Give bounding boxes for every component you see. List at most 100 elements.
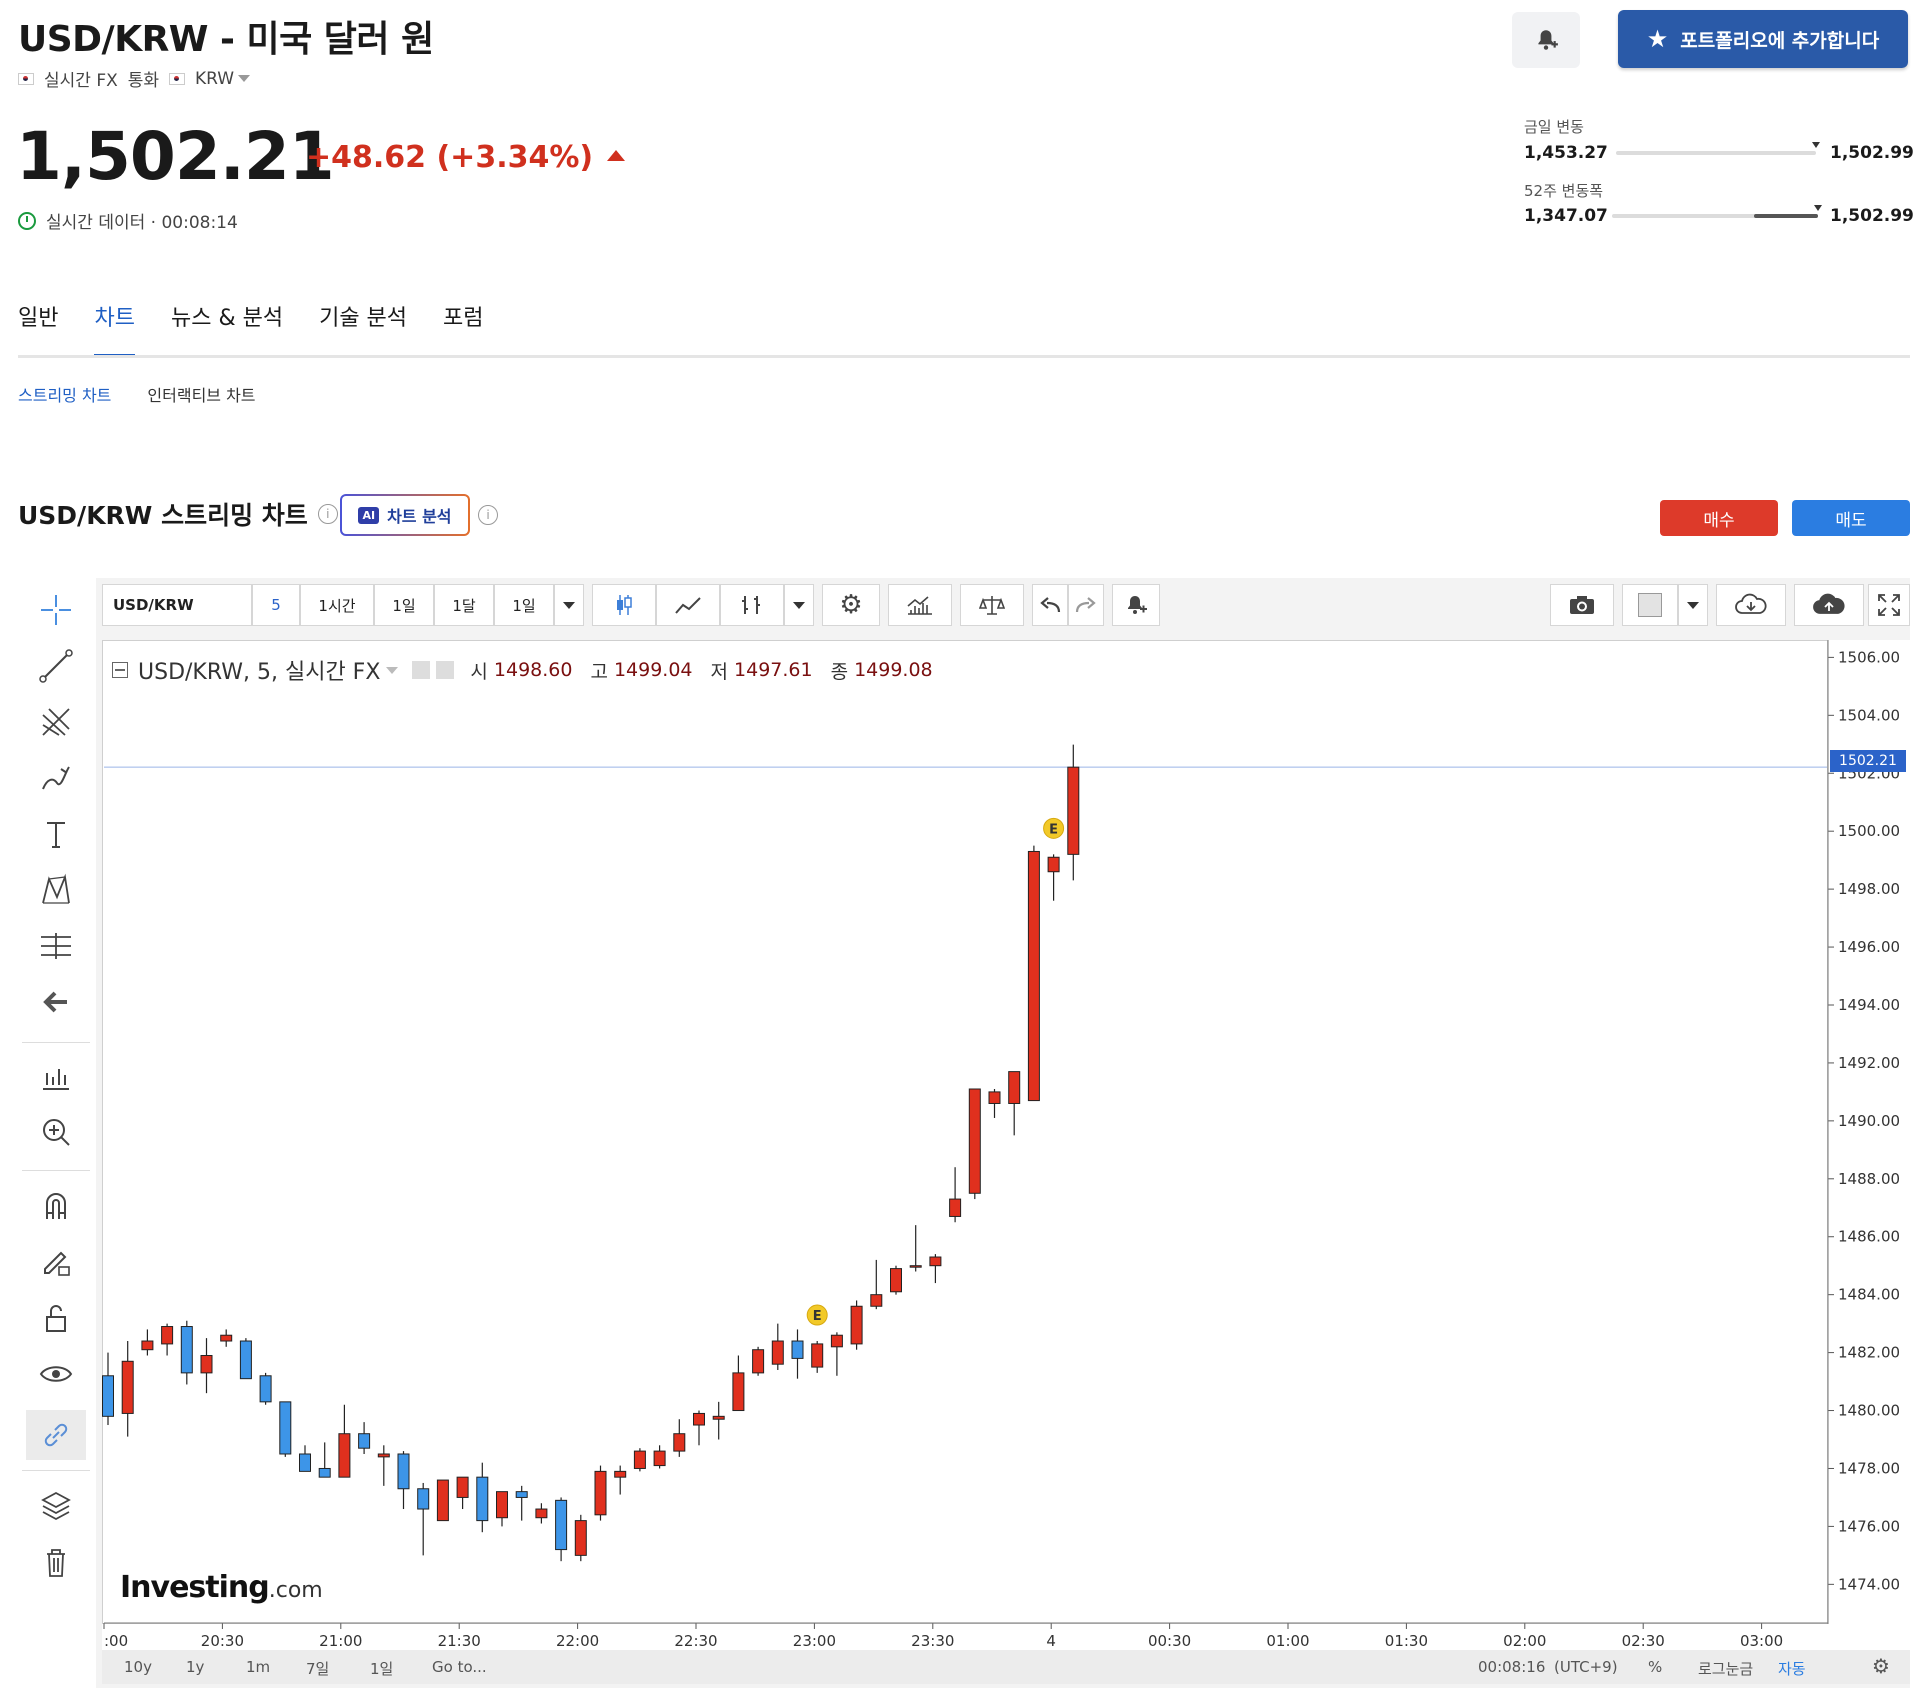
source-label: 실시간 FX bbox=[44, 71, 118, 91]
lock-drawing-icon[interactable] bbox=[36, 1242, 76, 1282]
week52-range-high: 1,502.99 bbox=[1830, 206, 1914, 226]
fullscreen-icon bbox=[1878, 594, 1900, 616]
link-icon[interactable] bbox=[26, 1410, 86, 1460]
zoom-in-icon[interactable] bbox=[36, 1112, 76, 1152]
trend-line-icon[interactable] bbox=[36, 646, 76, 686]
legend-eye-icon[interactable] bbox=[412, 661, 431, 679]
legend-collapse-icon[interactable] bbox=[112, 662, 128, 678]
auto-toggle[interactable]: 자동 bbox=[1778, 1660, 1806, 1678]
studies-button[interactable] bbox=[888, 584, 952, 626]
interval-1h[interactable]: 1시간 bbox=[300, 584, 374, 626]
range-7d[interactable]: 7일 bbox=[306, 1660, 330, 1678]
gear-icon[interactable]: ⚙ bbox=[1872, 1654, 1890, 1678]
earnings-event-label: E bbox=[1049, 822, 1058, 837]
legend-settings-icon[interactable] bbox=[436, 661, 455, 679]
fib-tool-icon[interactable] bbox=[36, 702, 76, 742]
tab-news[interactable]: 뉴스 & 분석 bbox=[170, 306, 284, 331]
candle bbox=[1008, 1071, 1021, 1104]
legend-close: 1499.08 bbox=[854, 659, 933, 681]
subtab-interactive[interactable]: 인터랙티브 차트 bbox=[147, 386, 256, 405]
day-range-high: 1,502.99 bbox=[1830, 143, 1914, 163]
tab-forum[interactable]: 포럼 bbox=[443, 306, 484, 331]
candles-button[interactable] bbox=[592, 584, 656, 626]
indicators-button[interactable] bbox=[720, 584, 784, 626]
save-chart-button[interactable] bbox=[1794, 584, 1864, 626]
chevron-down-icon bbox=[563, 601, 575, 609]
area-chart-button[interactable] bbox=[656, 584, 720, 626]
symbol-input[interactable]: USD/KRW bbox=[102, 584, 252, 626]
y-tick-label: 1476.00 bbox=[1838, 1517, 1900, 1535]
settings-button[interactable]: ⚙ bbox=[822, 584, 880, 626]
y-tick-label: 1506.00 bbox=[1838, 648, 1900, 666]
snapshot-button[interactable] bbox=[1550, 584, 1614, 626]
load-chart-button[interactable] bbox=[1716, 584, 1786, 626]
candle bbox=[239, 1340, 252, 1380]
tab-technical[interactable]: 기술 분석 bbox=[319, 306, 408, 331]
chart-alert-button[interactable] bbox=[1112, 584, 1160, 626]
candle bbox=[850, 1305, 863, 1345]
chart-plot-area[interactable] bbox=[102, 640, 1828, 1624]
interval-1d[interactable]: 1일 bbox=[374, 584, 434, 626]
indicators-dropdown[interactable] bbox=[784, 584, 814, 626]
color-picker-button[interactable] bbox=[1622, 584, 1678, 626]
add-to-portfolio-button[interactable]: ★ 포트폴리오에 추가합니다 bbox=[1618, 10, 1908, 68]
goto-button[interactable]: Go to... bbox=[432, 1658, 487, 1676]
price-axis[interactable] bbox=[1828, 640, 1910, 1624]
eye-icon[interactable] bbox=[36, 1354, 76, 1394]
unlock-icon[interactable] bbox=[36, 1298, 76, 1338]
legend-low: 1497.61 bbox=[734, 659, 813, 681]
time-axis[interactable] bbox=[102, 1624, 1910, 1650]
buy-button[interactable]: 매수 bbox=[1660, 500, 1778, 536]
x-tick-label: 03:00 bbox=[1740, 1632, 1783, 1650]
log-toggle[interactable]: 로그눈금 bbox=[1698, 1660, 1754, 1678]
subtab-streaming[interactable]: 스트리밍 차트 bbox=[18, 386, 112, 405]
tab-overview[interactable]: 일반 bbox=[18, 306, 59, 331]
compare-button[interactable] bbox=[960, 584, 1024, 626]
info-icon[interactable]: i bbox=[478, 505, 498, 525]
earnings-event-marker bbox=[1043, 817, 1065, 839]
layers-icon[interactable] bbox=[36, 1486, 76, 1526]
interval-1d-alt[interactable]: 1일 bbox=[494, 584, 554, 626]
fullscreen-button[interactable] bbox=[1868, 584, 1910, 626]
studies-icon bbox=[907, 596, 932, 615]
candle bbox=[929, 1256, 942, 1267]
ai-chart-analysis-button[interactable]: AI 차트 분석 bbox=[340, 494, 470, 536]
investing-logo: Investing.com bbox=[120, 1570, 323, 1605]
interval-1m[interactable]: 1달 bbox=[434, 584, 494, 626]
sell-button[interactable]: 매도 bbox=[1792, 500, 1910, 536]
timezone[interactable]: (UTC+9) bbox=[1554, 1658, 1618, 1676]
measure-icon[interactable] bbox=[36, 926, 76, 966]
magnet-icon[interactable] bbox=[36, 1186, 76, 1226]
currency-selector[interactable]: KRW bbox=[195, 69, 251, 89]
crosshair-icon[interactable] bbox=[36, 590, 76, 630]
chart-section-title-text: USD/KRW 스트리밍 차트 bbox=[18, 501, 308, 530]
earnings-event-label: E bbox=[813, 1309, 822, 1324]
type-label: 통화 bbox=[127, 71, 160, 91]
redo-button[interactable] bbox=[1068, 584, 1104, 626]
range-1y[interactable]: 1y bbox=[186, 1658, 205, 1676]
back-arrow-icon[interactable] bbox=[36, 982, 76, 1022]
pattern-icon[interactable] bbox=[36, 870, 76, 910]
watermark-suffix: .com bbox=[268, 1578, 323, 1603]
clock-icon bbox=[18, 211, 36, 230]
brush-icon[interactable] bbox=[36, 758, 76, 798]
candle bbox=[673, 1433, 686, 1452]
x-tick-label: 02:00 bbox=[1503, 1632, 1546, 1650]
trash-icon[interactable] bbox=[36, 1542, 76, 1582]
range-10y[interactable]: 10y bbox=[124, 1658, 152, 1676]
candle bbox=[259, 1375, 272, 1403]
live-data-text: 실시간 데이터 · 00:08:14 bbox=[46, 213, 238, 233]
info-icon[interactable]: i bbox=[317, 504, 338, 524]
add-alert-button[interactable] bbox=[1512, 12, 1580, 68]
y-tick-label: 1490.00 bbox=[1838, 1112, 1900, 1130]
interval-dropdown[interactable] bbox=[554, 584, 584, 626]
interval-5[interactable]: 5 bbox=[252, 584, 300, 626]
text-tool-icon[interactable] bbox=[36, 814, 76, 854]
color-picker-dropdown[interactable] bbox=[1678, 584, 1708, 626]
x-tick-label: :00 bbox=[104, 1632, 128, 1650]
percent-toggle[interactable]: % bbox=[1648, 1658, 1663, 1676]
range-1d[interactable]: 1일 bbox=[370, 1660, 394, 1678]
range-1m[interactable]: 1m bbox=[246, 1658, 271, 1676]
undo-button[interactable] bbox=[1032, 584, 1068, 626]
chart-indicator-icon[interactable] bbox=[36, 1056, 76, 1096]
